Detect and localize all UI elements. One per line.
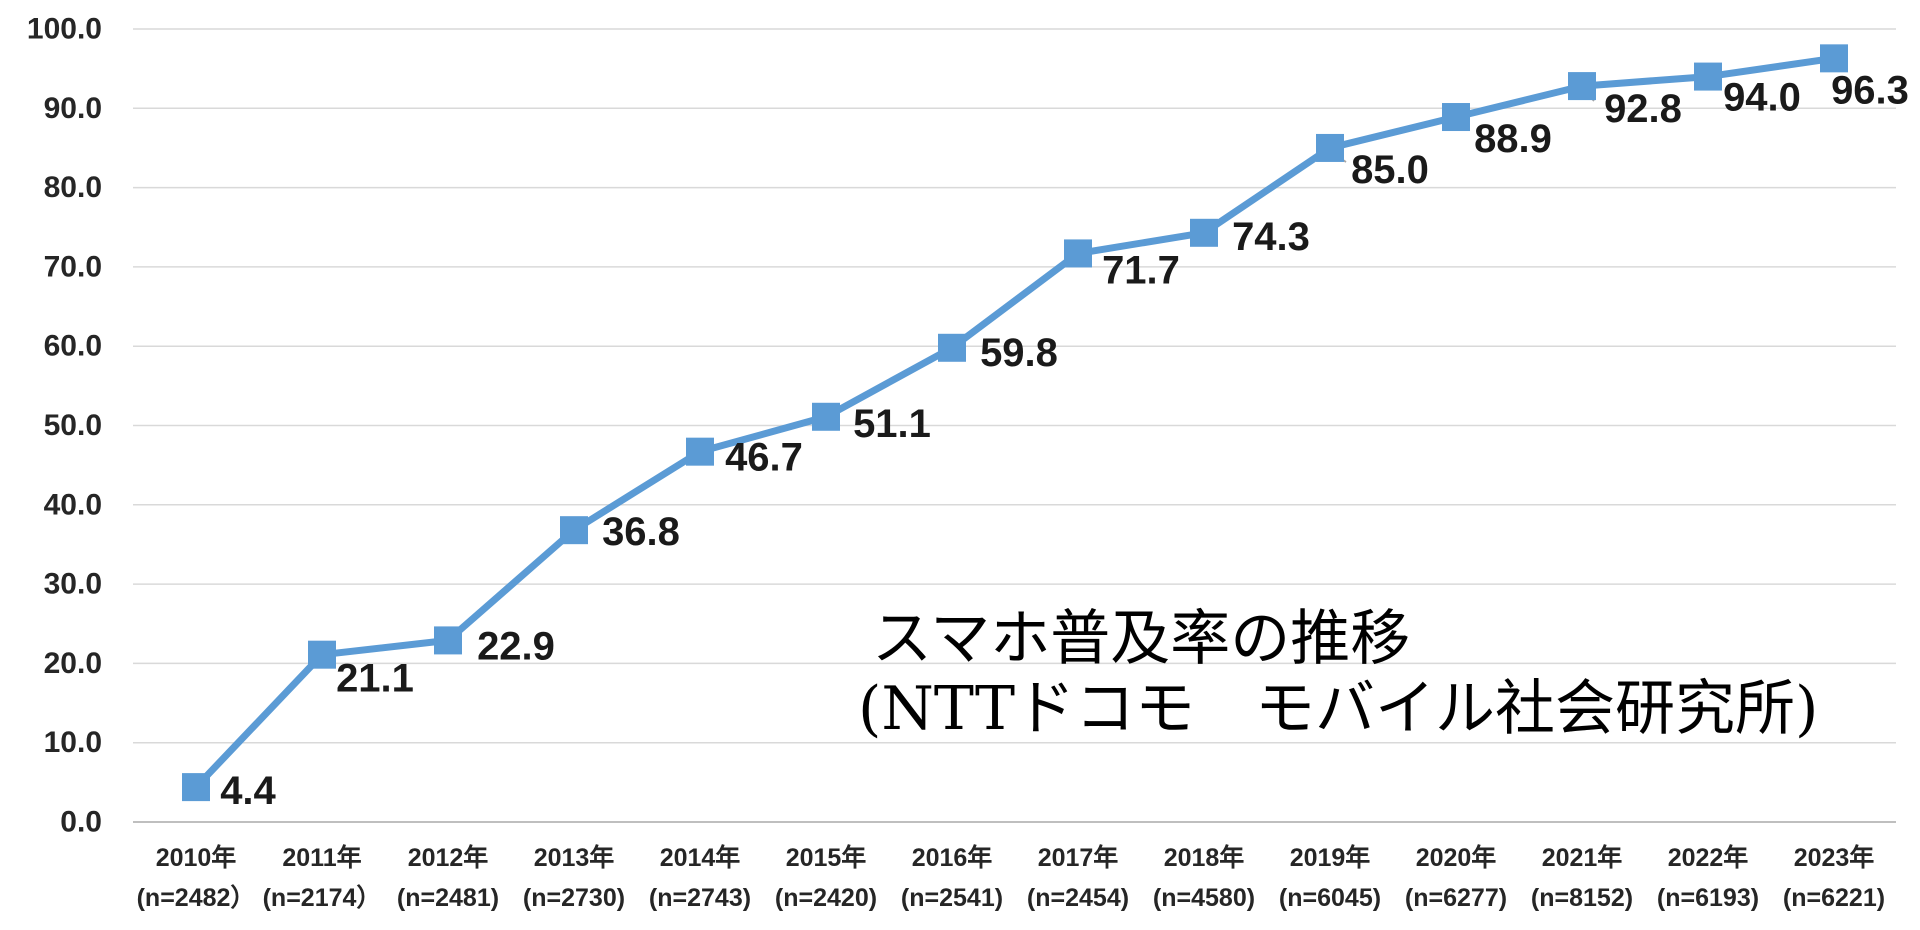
y-axis-tick-label: 40.0 [44,488,102,521]
data-point-label: 71.7 [1102,248,1180,292]
data-point-label: 85.0 [1351,148,1429,192]
x-axis-sample-size-label: (n=2481) [397,884,499,912]
x-axis-year-label: 2020年 [1416,843,1497,872]
x-axis-sample-size-label: (n=6221) [1783,884,1885,912]
data-point-marker [434,626,462,655]
y-axis-tick-label: 30.0 [44,568,102,601]
x-axis-year-label: 2019年 [1290,843,1371,872]
data-point-label: 4.4 [220,769,276,813]
x-axis-sample-size-label: (n=2730) [523,884,625,912]
data-point-label: 88.9 [1474,117,1552,161]
x-axis-year-label: 2010年 [156,843,237,872]
data-point-marker [560,516,588,545]
x-axis-sample-size-label: (n=2743) [649,884,751,912]
x-axis-year-label: 2013年 [534,843,615,872]
y-axis-tick-label: 60.0 [44,330,102,363]
y-axis-tick-label: 20.0 [44,647,102,680]
data-point-marker [1442,103,1470,132]
x-axis-year-label: 2014年 [660,843,741,872]
y-axis-tick-label: 100.0 [27,13,102,46]
chart-title-line2: (NTTドコモ モバイル社会研究所) [858,674,1819,744]
data-point-marker [1316,133,1344,162]
data-point-marker [1568,72,1596,101]
data-point-label: 59.8 [980,331,1058,375]
x-axis-sample-size-label: (n=6277) [1405,884,1507,912]
data-point-marker [686,437,714,466]
x-axis-year-label: 2017年 [1038,843,1119,872]
data-point-label: 22.9 [477,624,555,668]
x-axis-sample-size-label: (n=2454) [1027,884,1129,912]
data-point-label: 96.3 [1831,68,1909,112]
chart-title: スマホ普及率の推移 (NTTドコモ モバイル社会研究所) [858,604,1818,744]
x-axis-sample-size-label: (n=2541) [901,884,1003,912]
x-axis-year-label: 2015年 [786,843,867,872]
data-point-label: 94.0 [1723,76,1801,120]
data-point-label: 46.7 [725,436,803,480]
chart-title-line1: スマホ普及率の推移 [872,604,1411,674]
x-axis-sample-size-label: (n=6045) [1279,884,1381,912]
x-axis-year-label: 2011年 [282,843,361,872]
data-point-label: 92.8 [1604,87,1682,131]
data-point-label: 51.1 [853,402,931,446]
y-axis-tick-label: 80.0 [44,171,102,204]
data-point-marker [182,773,210,802]
data-point-label: 74.3 [1232,215,1310,259]
x-axis-year-label: 2012年 [408,843,489,872]
x-axis-year-label: 2022年 [1668,843,1749,872]
x-axis-year-label: 2016年 [912,843,993,872]
x-axis-sample-size-label: (n=2482） [137,883,256,912]
data-point-label: 36.8 [602,510,680,554]
data-point-label: 21.1 [336,657,414,701]
data-point-marker [1190,218,1218,247]
data-point-marker [308,640,336,669]
x-axis-sample-size-label: (n=6193) [1657,884,1759,912]
data-point-marker [1064,239,1092,268]
y-axis-tick-label: 90.0 [44,92,102,125]
data-point-marker [1694,62,1722,91]
x-axis-sample-size-label: (n=8152) [1531,884,1633,912]
data-point-marker [1820,44,1848,73]
y-axis-tick-label: 70.0 [44,250,102,283]
data-point-marker [812,402,840,431]
y-axis-tick-label: 0.0 [60,806,102,839]
x-axis-year-label: 2018年 [1164,843,1245,872]
data-point-marker [938,333,966,362]
y-axis-tick-label: 10.0 [44,726,102,759]
x-axis-sample-size-label: (n=2174） [263,883,382,912]
x-axis-year-label: 2021年 [1542,843,1623,872]
x-axis-year-label: 2023年 [1794,843,1875,872]
x-axis-sample-size-label: (n=4580) [1153,884,1255,912]
x-axis-sample-size-label: (n=2420) [775,884,877,912]
series-line [192,54,1838,791]
y-axis-tick-label: 50.0 [44,409,102,442]
